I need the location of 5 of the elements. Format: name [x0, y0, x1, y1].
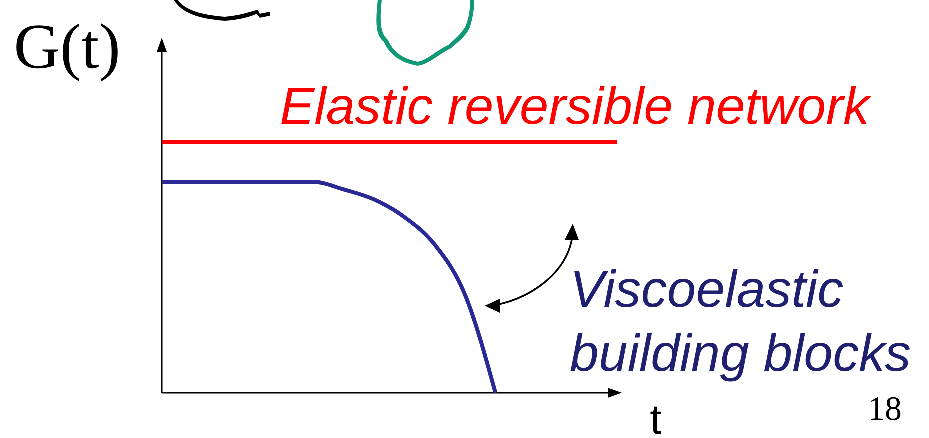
- series-label: Viscoelastic building blocks: [570, 261, 912, 383]
- x-axis-title: t: [650, 396, 662, 438]
- text: 18: [868, 391, 902, 428]
- y-axis-title: G(t): [14, 11, 121, 82]
- series-label: Elastic reversible network: [280, 78, 873, 136]
